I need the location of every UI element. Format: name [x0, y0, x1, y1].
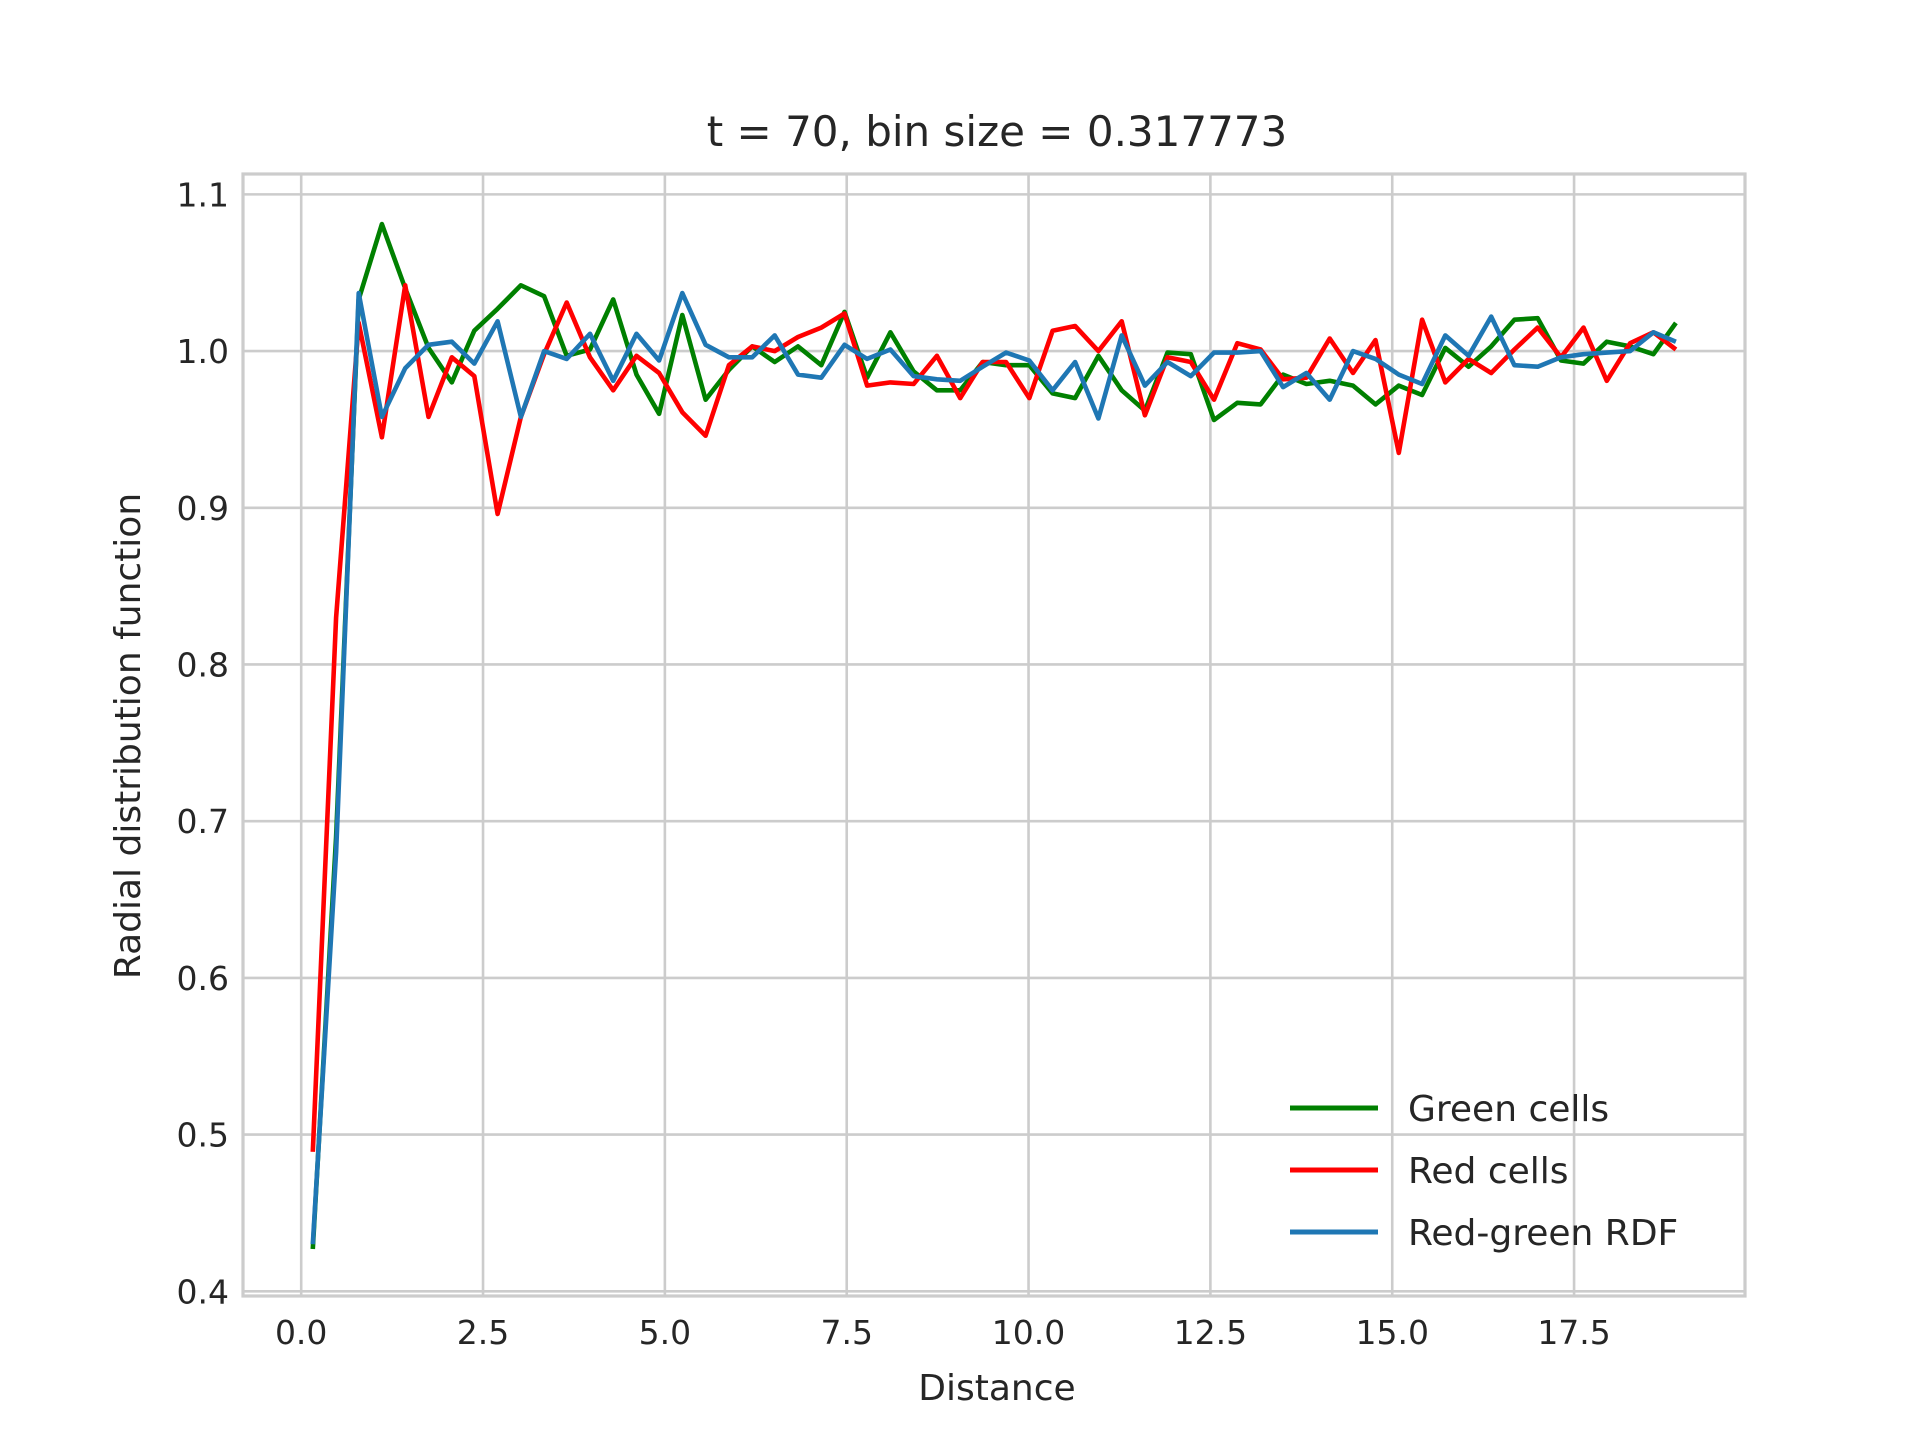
y-axis-ticks: 0.4 0.5 0.6 0.7 0.8 0.9 1.0 1.1: [177, 175, 229, 1311]
y-tick-label: 0.5: [177, 1116, 229, 1155]
x-tick-label: 12.5: [1174, 1313, 1247, 1352]
y-tick-label: 0.6: [177, 959, 229, 998]
series-layer: [310, 221, 1678, 1250]
legend: Green cells Red cells Red-green RDF: [1290, 1089, 1678, 1254]
series-line-red-cells: [310, 282, 1678, 1152]
x-tick-label: 5.0: [639, 1313, 691, 1352]
chart-title: t = 70, bin size = 0.317773: [707, 107, 1288, 156]
plot-frame: [241, 172, 1747, 1298]
y-tick-label: 0.4: [177, 1272, 229, 1311]
legend-label-red-green-rdf: Red-green RDF: [1408, 1213, 1678, 1254]
y-axis-label: Radial distribution function: [108, 493, 149, 979]
y-tick-label: 0.9: [177, 489, 229, 528]
x-tick-label: 2.5: [457, 1313, 509, 1352]
x-tick-label: 0.0: [275, 1313, 327, 1352]
x-axis-label: Distance: [918, 1368, 1075, 1409]
y-tick-label: 1.0: [177, 332, 229, 371]
y-tick-label: 0.8: [177, 645, 229, 684]
grid-lines: [243, 174, 1745, 1296]
y-tick-label: 1.1: [177, 175, 229, 214]
y-tick-label: 0.7: [177, 802, 229, 841]
legend-label-green-cells: Green cells: [1408, 1089, 1609, 1130]
x-tick-label: 10.0: [992, 1313, 1065, 1352]
x-axis-ticks: 0.0 2.5 5.0 7.5 10.0 12.5 15.0 17.5: [275, 1313, 1611, 1352]
legend-label-red-cells: Red cells: [1408, 1151, 1569, 1192]
x-tick-label: 17.5: [1537, 1313, 1610, 1352]
x-tick-label: 7.5: [820, 1313, 872, 1352]
x-tick-label: 15.0: [1355, 1313, 1428, 1352]
series-line-red-green-rdf: [310, 290, 1677, 1245]
